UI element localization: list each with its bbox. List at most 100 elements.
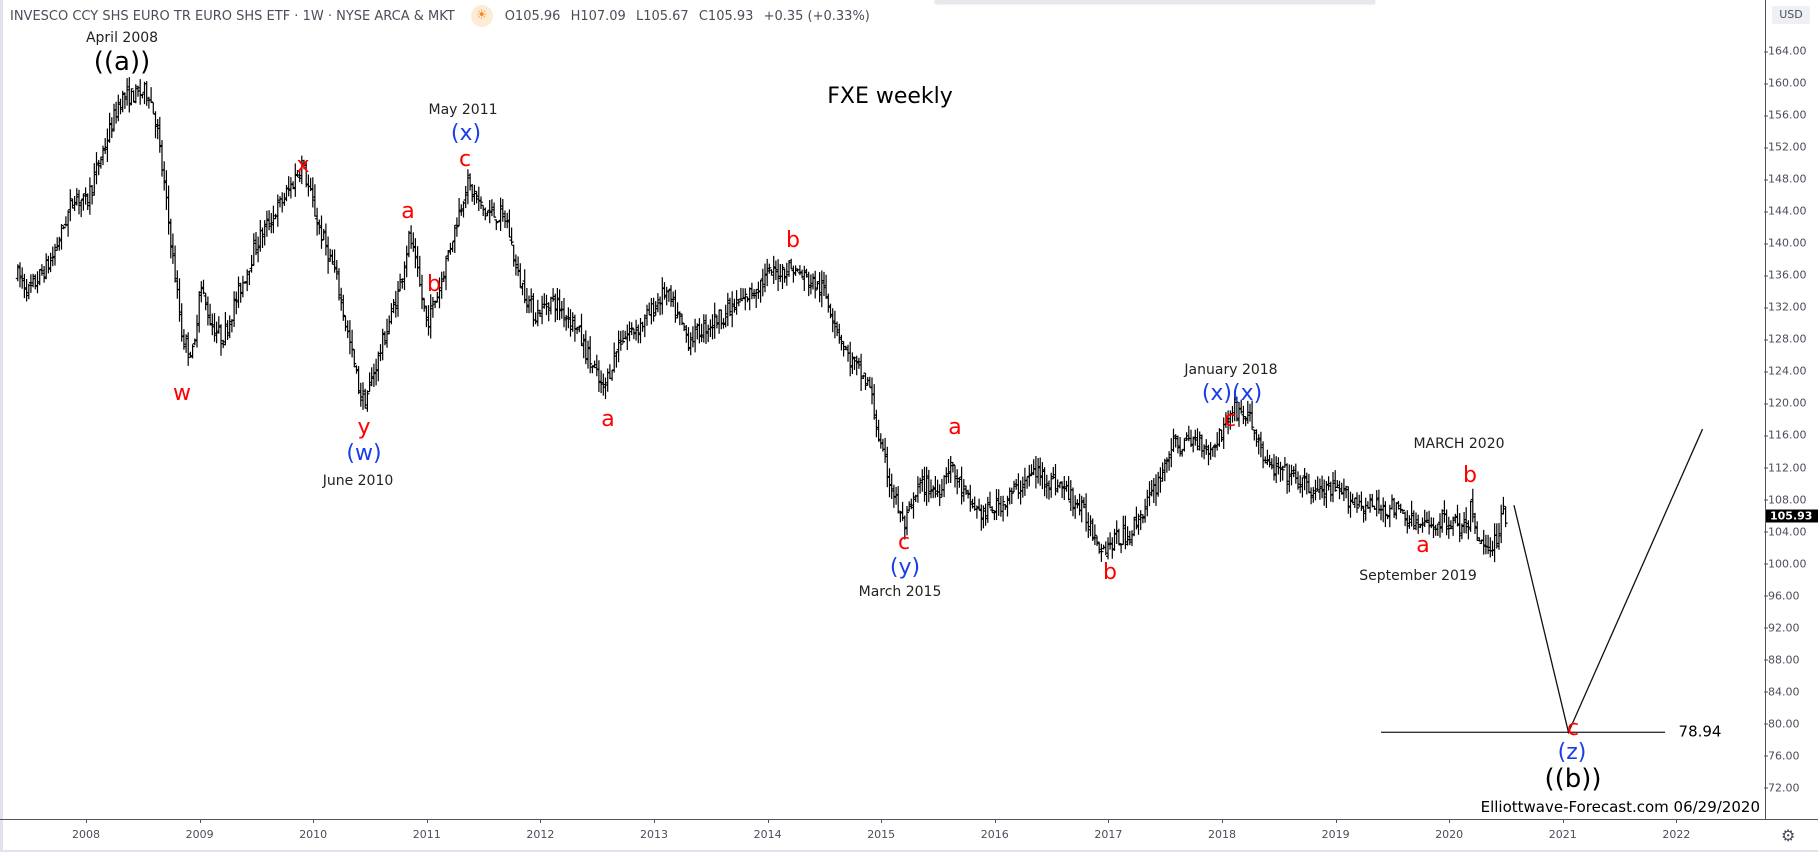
ohlc-bar [1086,512,1091,538]
ohlc-bar [107,112,112,143]
ohlc-bar [520,282,525,296]
high-value: H107.09 [570,8,626,24]
ohlc-bar [1503,506,1508,528]
ohlc-bar [701,314,706,343]
ohlc-bar [413,238,418,269]
ohlc-bar [1405,510,1410,534]
ohlc-bar [817,272,822,303]
ohlc-bar [1374,490,1379,517]
time-tick-label: 2009 [185,819,214,841]
currency-button[interactable]: USD [1772,6,1810,24]
ohlc-bar [699,323,704,342]
ohlc-bar [1079,495,1084,523]
ohlc-bar [66,210,71,237]
ohlc-bar [195,314,199,348]
ohlc-bar [199,281,204,303]
ohlc-bar [935,479,940,498]
ohlc-bar [234,291,239,315]
ohlc-bar [758,279,763,303]
ohlc-bar [465,169,470,205]
wave-label: c [1566,716,1580,741]
ohlc-bar [555,288,560,320]
ohlc-bar [671,291,676,307]
ohlc-bar [511,244,516,267]
forecast-path-line[interactable] [1513,428,1704,735]
gear-icon[interactable]: ⚙ [1781,826,1796,845]
ohlc-bar [832,310,837,339]
ohlc-bar [1016,473,1021,499]
ohlc-bar [1119,543,1124,554]
price-tick-label: 120.00 [1764,396,1807,410]
annotation-label: March 2015 [858,584,942,600]
ohlc-bar [216,316,221,334]
ohlc-bar [481,204,486,216]
ohlc-bar [776,259,781,291]
ohlc-bar [286,176,291,197]
ohlc-bar [728,297,732,317]
ohlc-bar [492,202,497,218]
ohlc-bar [151,101,156,115]
ohlc-bar [1001,495,1006,522]
ohlc-bar [1309,487,1314,505]
wave-label: (y) [889,555,921,580]
ohlc-bar [190,344,195,359]
price-axis[interactable] [1765,0,1818,819]
ohlc-bar [708,319,713,337]
ohlc-bar [212,313,217,342]
ohlc-bar [1121,515,1126,545]
ohlc-bar [946,459,951,484]
ohlc-bar [61,225,66,230]
ohlc-bar [345,320,350,339]
ohlc-bar [1110,537,1115,559]
ohlc-bar [1062,476,1067,500]
ohlc-bar [498,197,503,231]
ohlc-bar [186,332,191,366]
wave-label: a [401,199,415,224]
ohlc-bar [39,264,44,276]
ohlc-bar [323,223,328,256]
ohlc-bar [1036,458,1041,484]
ohlc-bar [1018,480,1023,505]
ohlc-bar [669,285,673,307]
ohlc-bar [214,321,219,344]
symbol-title[interactable]: INVESCO CCY SHS EURO TR EURO SHS ETF · 1… [10,8,455,24]
ohlc-bar [756,281,761,299]
price-tick-label: 136.00 [1764,268,1807,282]
ohlc-bar [275,194,280,227]
ohlc-bar [516,256,521,277]
ohlc-bar [1438,513,1442,538]
ohlc-bar [629,322,634,336]
price-tick-label: 92.00 [1764,621,1800,635]
ohlc-bar [1009,487,1014,504]
ohlc-bar [907,501,912,512]
ohlc-bar [1215,432,1220,451]
ohlc-bar [1313,479,1318,501]
annotation-label: MARCH 2020 [1413,436,1505,452]
ohlc-bar [1020,476,1025,498]
ohlc-bar [1197,431,1202,451]
ohlc-bar [603,377,608,400]
ohlc-bar [1440,509,1445,533]
ohlc-bar [1296,471,1300,490]
price-chart[interactable] [0,0,1765,819]
ohlc-bar [988,491,992,509]
ohlc-bar [310,177,315,208]
ohlc-bar [1291,466,1296,478]
wave-label: x [296,153,310,178]
ohlc-bar [1164,457,1169,473]
ohlc-bar [1501,496,1506,515]
ohlc-bar [1462,512,1467,534]
ohlc-bar [579,313,584,346]
ohlc-bar [374,358,379,386]
ohlc-bar [1424,511,1429,524]
ohlc-bar [957,477,962,488]
ohlc-bar [24,279,29,302]
ohlc-bar [623,330,628,340]
ohlc-bar [1149,480,1154,497]
ohlc-bar [1254,429,1259,447]
time-axis[interactable] [0,819,1818,853]
ohlc-bar [966,489,971,499]
ohlc-bar [430,297,435,318]
ohlc-bar [553,293,558,323]
ohlc-bar [205,296,210,326]
